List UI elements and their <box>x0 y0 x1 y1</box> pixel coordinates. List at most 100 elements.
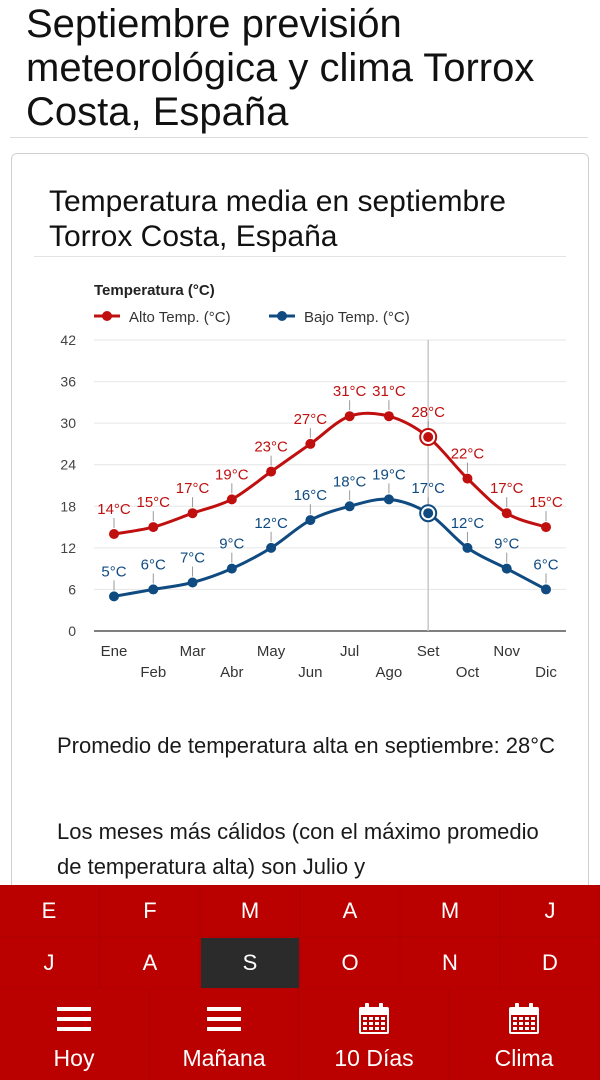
nav-label: Clima <box>494 1045 554 1071</box>
x-tick-label: Ago <box>376 664 403 681</box>
data-label: 12°C <box>254 515 288 532</box>
data-point <box>266 542 277 553</box>
data-label: 9°C <box>494 536 519 553</box>
chart-title: Temperatura (°C) <box>94 282 215 299</box>
month-button[interactable]: O <box>301 938 399 988</box>
data-point <box>187 577 198 588</box>
data-label: 19°C <box>372 466 406 483</box>
data-point <box>383 411 394 422</box>
data-label: 17°C <box>411 480 445 497</box>
data-label: 23°C <box>254 439 288 456</box>
data-point <box>148 522 159 533</box>
nav-button[interactable]: 10 Días <box>300 989 448 1080</box>
legend-label: Alto Temp. (°C) <box>129 309 231 326</box>
data-point <box>305 515 316 526</box>
data-label: 6°C <box>141 556 166 573</box>
x-tick-label: May <box>257 643 286 660</box>
data-point <box>226 494 237 505</box>
menu-icon <box>207 1001 241 1037</box>
y-tick-label: 6 <box>68 581 76 597</box>
month-button[interactable]: E <box>0 886 98 936</box>
data-point <box>109 529 119 539</box>
data-label: 18°C <box>333 473 367 490</box>
title-divider <box>10 137 588 138</box>
data-label: 17°C <box>490 480 524 497</box>
y-tick-label: 0 <box>68 623 76 639</box>
month-button[interactable]: S <box>201 938 299 988</box>
legend-marker <box>277 311 287 321</box>
data-label: 27°C <box>294 411 328 428</box>
page-title: Septiembre previsión meteorológica y cli… <box>26 2 535 134</box>
menu-icon <box>57 1001 91 1037</box>
data-label: 28°C <box>411 404 445 421</box>
month-button[interactable]: N <box>401 938 499 988</box>
month-button[interactable]: D <box>501 938 599 988</box>
data-point <box>541 522 551 533</box>
data-point <box>462 542 473 553</box>
data-label: 31°C <box>333 383 367 400</box>
temperature-chart: Temperatura (°C) Alto Temp. (°C) Bajo Temp… <box>60 282 566 681</box>
nav-button[interactable]: Clima <box>450 989 598 1080</box>
month-button[interactable]: J <box>0 938 98 988</box>
data-label: 16°C <box>294 487 328 504</box>
data-point <box>344 501 355 512</box>
data-label: 14°C <box>97 501 131 518</box>
x-tick-label: Mar <box>180 643 206 660</box>
month-button[interactable]: A <box>301 886 399 936</box>
month-button[interactable]: F <box>101 886 199 936</box>
data-label: 17°C <box>176 480 210 497</box>
data-point <box>383 494 394 505</box>
data-label: 7°C <box>180 550 205 567</box>
x-tick-label: Jul <box>340 643 359 660</box>
x-tick-label: Dic <box>535 664 557 681</box>
nav-button[interactable]: Hoy <box>0 989 148 1080</box>
month-button[interactable]: M <box>201 886 299 936</box>
data-label: 19°C <box>215 466 249 483</box>
data-label: 15°C <box>529 494 563 511</box>
data-label: 6°C <box>533 556 558 573</box>
data-point <box>423 508 434 519</box>
data-point <box>344 411 355 422</box>
data-label: 22°C <box>451 446 485 463</box>
y-tick-label: 18 <box>60 498 76 514</box>
x-tick-label: Set <box>417 643 440 660</box>
x-tick-label: Abr <box>220 664 243 681</box>
data-point <box>501 563 512 574</box>
y-tick-label: 12 <box>60 540 76 556</box>
high-temp-text: Promedio de temperatura alta en septiemb… <box>57 733 555 758</box>
data-point <box>148 584 159 595</box>
legend-marker <box>102 311 112 321</box>
month-button[interactable]: A <box>101 938 199 988</box>
bottom-nav: Hoy Mañana 10 Días Clima <box>0 989 600 1080</box>
x-tick-label: Nov <box>493 643 520 660</box>
data-point <box>266 466 277 477</box>
nav-label: 10 Días <box>334 1045 414 1071</box>
data-point <box>541 584 551 595</box>
warmest-months-text: Los meses más cálidos (con el máximo pro… <box>57 819 539 879</box>
y-tick-label: 42 <box>60 332 76 348</box>
data-label: 5°C <box>101 563 126 580</box>
calendar-icon <box>358 1001 390 1037</box>
month-button[interactable]: J <box>501 886 599 936</box>
data-point <box>187 508 198 519</box>
nav-label: Mañana <box>182 1045 266 1071</box>
card-divider <box>34 256 566 257</box>
x-tick-label: Oct <box>456 664 480 681</box>
month-button[interactable]: M <box>401 886 499 936</box>
data-point <box>423 432 434 442</box>
data-label: 31°C <box>372 383 406 400</box>
card-title: Temperatura media en septiembre Torrox C… <box>49 185 506 253</box>
y-tick-label: 24 <box>60 457 76 473</box>
data-label: 15°C <box>137 494 171 511</box>
y-tick-label: 36 <box>60 374 76 390</box>
data-point <box>501 508 512 519</box>
nav-button[interactable]: Mañana <box>150 989 298 1080</box>
x-tick-label: Ene <box>101 643 128 660</box>
climate-card: Temperatura media en septiembre Torrox C… <box>11 153 589 955</box>
calendar-icon <box>508 1001 540 1037</box>
data-label: 12°C <box>451 515 485 532</box>
data-point <box>226 563 237 574</box>
data-point <box>109 591 119 602</box>
y-tick-label: 30 <box>60 415 76 431</box>
